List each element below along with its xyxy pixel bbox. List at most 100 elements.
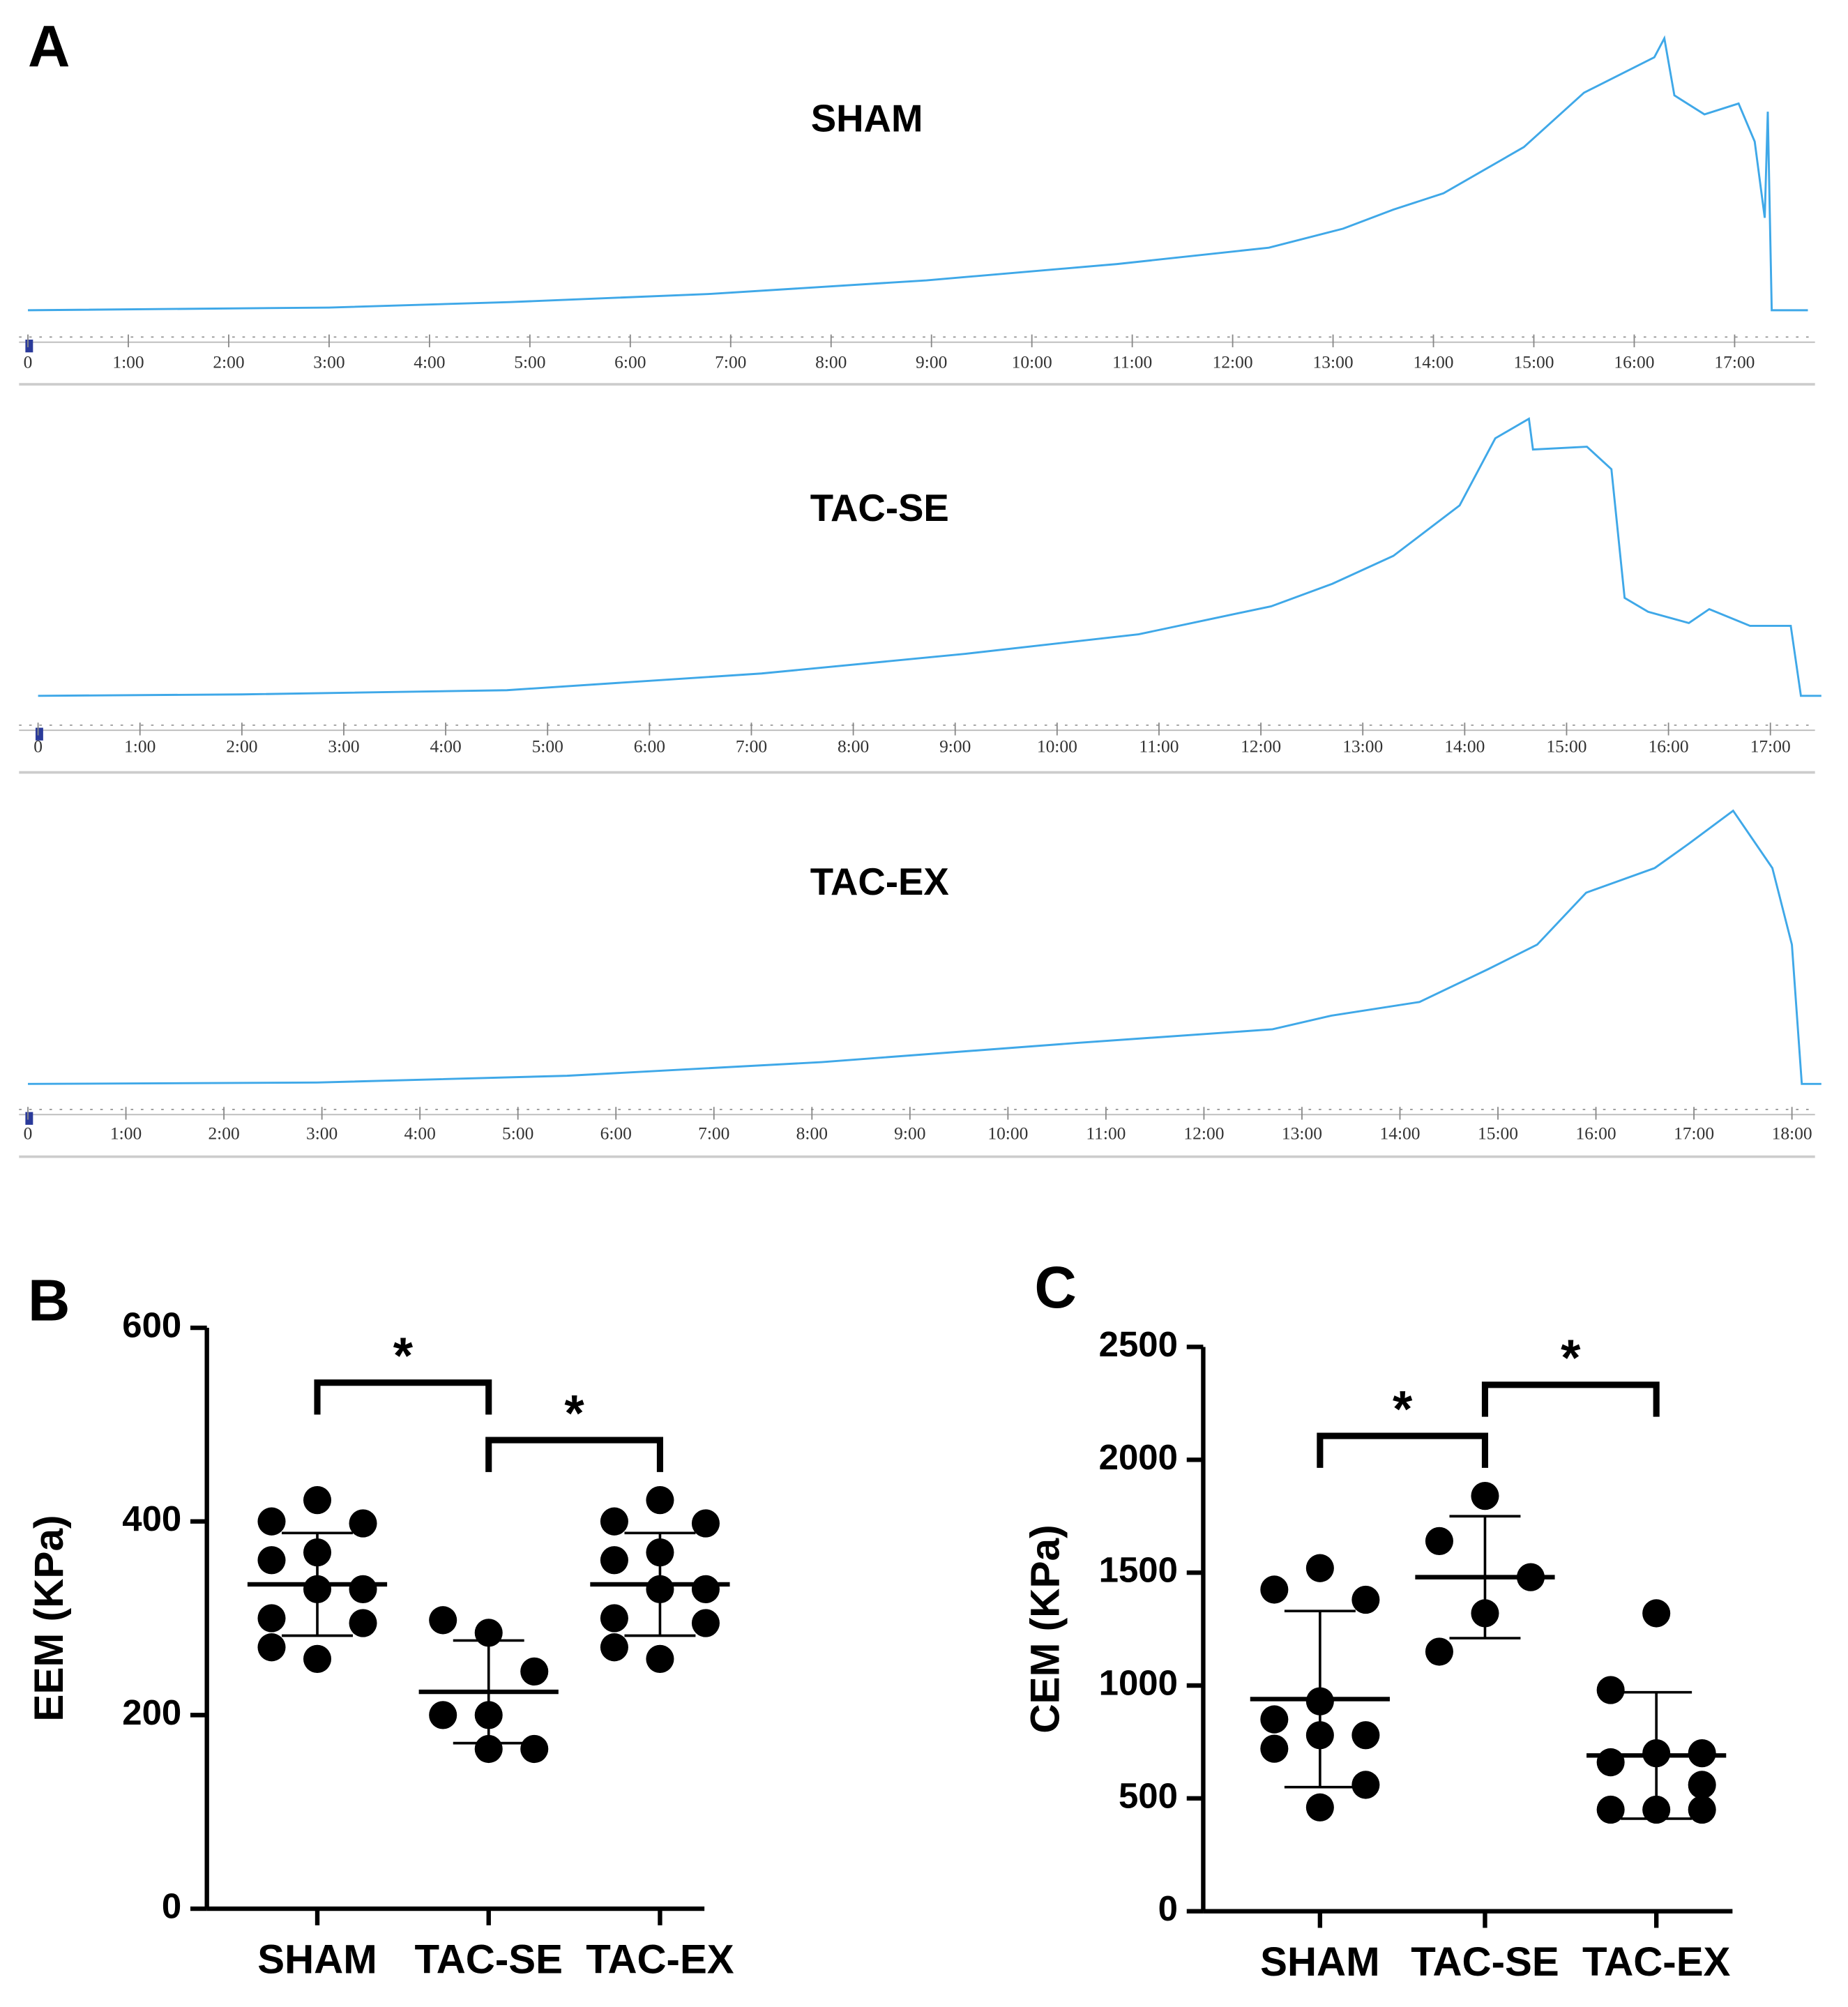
data-point: [600, 1507, 628, 1536]
data-point: [257, 1633, 286, 1662]
panel-letter: C: [1034, 1255, 1076, 1320]
data-point: [349, 1509, 377, 1538]
sig-bracket: [485, 1437, 663, 1472]
data-point: [1642, 1599, 1671, 1628]
data-point: [303, 1486, 332, 1515]
data-point: [691, 1509, 720, 1538]
x-tick-label: 17:00: [1714, 352, 1755, 372]
sig-bracket: [1317, 1432, 1489, 1468]
data-point: [1688, 1795, 1716, 1824]
data-point: [429, 1606, 457, 1635]
sig-bracket: [1481, 1381, 1660, 1417]
x-tick-label: 1:00: [124, 736, 156, 757]
x-tick-label: 9:00: [939, 736, 971, 757]
data-point: [1351, 1771, 1380, 1799]
x-tick-label: TAC-EX: [1582, 1939, 1730, 1985]
x-tick-label: 10:00: [1037, 736, 1077, 757]
x-tick-label: 5:00: [502, 1123, 533, 1143]
x-tick-label: 2:00: [226, 736, 257, 757]
data-point: [1688, 1771, 1716, 1799]
x-tick-label: 3:00: [328, 736, 359, 757]
x-tick-label: 17:00: [1674, 1123, 1714, 1143]
data-point: [1260, 1575, 1289, 1604]
start-marker: [25, 1112, 33, 1125]
x-tick-label: 0: [24, 1123, 33, 1143]
x-tick-label: 16:00: [1614, 352, 1654, 372]
x-tick-label: 13:00: [1342, 736, 1383, 757]
panel-letter: A: [28, 13, 70, 79]
y-axis-label: CEM (KPa): [1023, 1524, 1068, 1733]
trace-line: [28, 809, 1822, 1085]
trace-title: TAC-SE: [810, 486, 949, 529]
x-tick-label: 1:00: [110, 1123, 142, 1143]
data-point: [1260, 1734, 1289, 1763]
x-tick-label: 18:00: [1772, 1123, 1812, 1143]
sig-star: *: [1393, 1381, 1413, 1437]
data-point: [1596, 1795, 1625, 1824]
data-point: [303, 1644, 332, 1673]
x-tick-label: 15:00: [1546, 736, 1586, 757]
trace-title: TAC-EX: [810, 860, 950, 903]
y-tick-label: 2500: [1099, 1324, 1178, 1364]
x-tick-label: 8:00: [796, 1123, 828, 1143]
data-point: [1351, 1585, 1380, 1614]
x-tick-label: 10:00: [1012, 352, 1052, 372]
data-point: [1305, 1554, 1334, 1582]
x-tick-label: 13:00: [1313, 352, 1354, 372]
x-tick-label: 5:00: [532, 736, 563, 757]
data-point: [691, 1575, 720, 1604]
x-tick-label: 11:00: [1112, 352, 1152, 372]
sig-star: *: [1561, 1330, 1581, 1386]
x-tick-label: 15:00: [1513, 352, 1554, 372]
start-marker: [25, 339, 33, 353]
start-marker: [35, 727, 43, 741]
x-tick-label: 0: [33, 736, 43, 757]
x-tick-label: 12:00: [1213, 352, 1253, 372]
x-tick-label: 3:00: [313, 352, 344, 372]
data-point: [1425, 1637, 1453, 1666]
x-tick-label: 3:00: [306, 1123, 338, 1143]
data-point: [600, 1546, 628, 1575]
x-tick-label: 0: [24, 352, 33, 372]
y-tick-label: 200: [122, 1692, 181, 1732]
data-point: [1305, 1793, 1334, 1822]
data-point: [257, 1604, 286, 1633]
data-point: [257, 1507, 286, 1536]
sig-star: *: [393, 1328, 414, 1384]
data-point: [429, 1701, 457, 1729]
data-point: [520, 1657, 549, 1686]
x-tick-label: 11:00: [1086, 1123, 1126, 1143]
data-point: [520, 1734, 549, 1764]
y-tick-label: 0: [162, 1886, 181, 1925]
x-tick-label: 6:00: [600, 1123, 632, 1143]
sig-bracket: [314, 1379, 492, 1415]
x-tick-label: 16:00: [1576, 1123, 1616, 1143]
y-tick-label: 1000: [1099, 1663, 1178, 1702]
data-point: [257, 1546, 286, 1575]
y-axis-label: EEM (KPa): [26, 1515, 72, 1721]
data-point: [600, 1604, 628, 1633]
y-tick-label: 0: [1158, 1888, 1178, 1928]
data-point: [646, 1486, 674, 1515]
x-tick-label: 12:00: [1241, 736, 1281, 757]
sig-star: *: [564, 1385, 584, 1441]
x-tick-label: 4:00: [414, 352, 445, 372]
x-tick-label: 1:00: [112, 352, 144, 372]
x-tick-label: 2:00: [213, 352, 244, 372]
x-tick-label: 6:00: [614, 352, 646, 372]
y-tick-label: 500: [1119, 1775, 1178, 1815]
x-tick-label: TAC-EX: [586, 1937, 734, 1982]
x-tick-label: 7:00: [715, 352, 746, 372]
trace-title: SHAM: [811, 96, 923, 139]
x-tick-label: 14:00: [1379, 1123, 1420, 1143]
x-tick-label: TAC-SE: [414, 1937, 562, 1982]
x-tick-label: TAC-SE: [1411, 1939, 1559, 1985]
x-tick-label: 15:00: [1478, 1123, 1518, 1143]
x-tick-label: 2:00: [208, 1123, 239, 1143]
x-tick-label: 8:00: [838, 736, 869, 757]
data-point: [1596, 1748, 1625, 1777]
x-tick-label: 12:00: [1183, 1123, 1224, 1143]
data-point: [349, 1609, 377, 1637]
trace-line: [28, 35, 1808, 312]
